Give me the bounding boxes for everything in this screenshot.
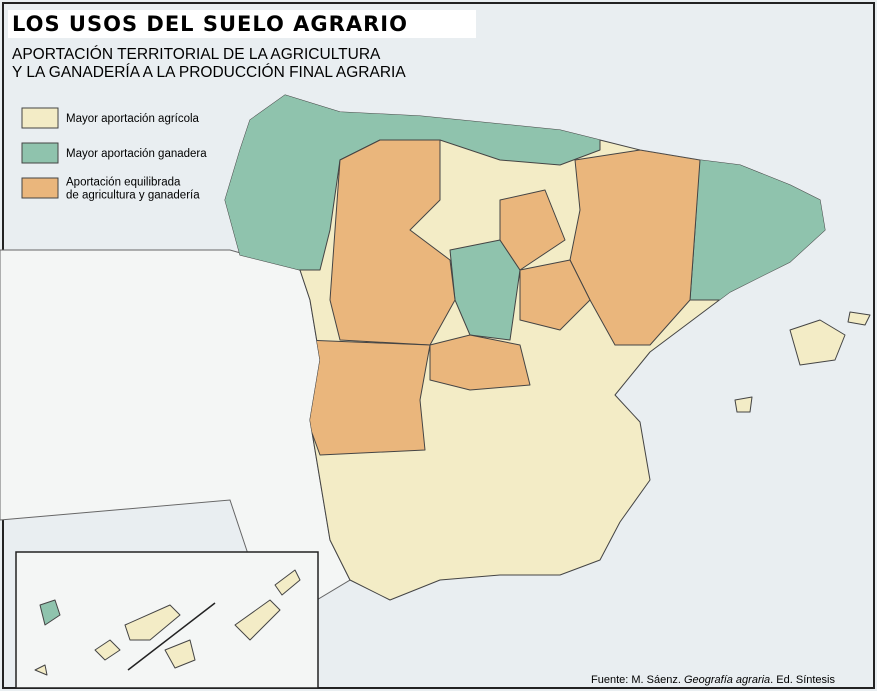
region-equilibrada-cuenca [519, 259, 591, 331]
legend-swatch [21, 177, 59, 199]
legend-label: Mayor aportación ganadera [66, 148, 207, 160]
inset-divider [127, 602, 216, 671]
legend: Mayor aportación agrícola Mayor aportació… [21, 107, 207, 202]
source-work: Geografía agraria [684, 674, 770, 686]
subtitle: Y LA GANADERÍA A LA PRODUCCIÓN FINAL AGR… [12, 64, 406, 81]
legend-label: Mayor aportación agrícola [66, 113, 200, 125]
subtitle: APORTACIÓN TERRITORIAL DE LA AGRICULTURA [12, 46, 381, 63]
source-prefix: Fuente: M. Sáenz. [591, 674, 681, 686]
legend-swatch [21, 142, 59, 164]
island-ibiza [734, 396, 753, 413]
region-equilibrada-soria [499, 189, 566, 271]
region-equilibrada-mancha [429, 334, 531, 391]
region-equilibrada-castilla [329, 139, 456, 346]
island-lapalma [39, 599, 61, 626]
island-gomera [94, 639, 121, 661]
legend-swatch [21, 107, 59, 129]
island-menorca [847, 311, 871, 326]
island-grancanaria [164, 639, 196, 669]
legend-label: de agricultura y ganadería [66, 190, 200, 202]
island-fuerteventura [234, 599, 281, 641]
island-hierro [34, 664, 48, 676]
source-suffix: . Ed. Síntesis [770, 674, 835, 686]
title-band [8, 10, 476, 38]
source: Fuente: M. Sáenz. Geografía agraria. Ed.… [591, 674, 835, 686]
island-tenerife [124, 604, 181, 641]
island-mallorca [789, 319, 846, 366]
legend-label: Aportación equilibrada [66, 177, 181, 189]
region-equilibrada-aragon [569, 149, 701, 346]
title: LOS USOS DEL SUELO AGRARIO [12, 12, 408, 36]
island-lanzarote [274, 569, 301, 596]
